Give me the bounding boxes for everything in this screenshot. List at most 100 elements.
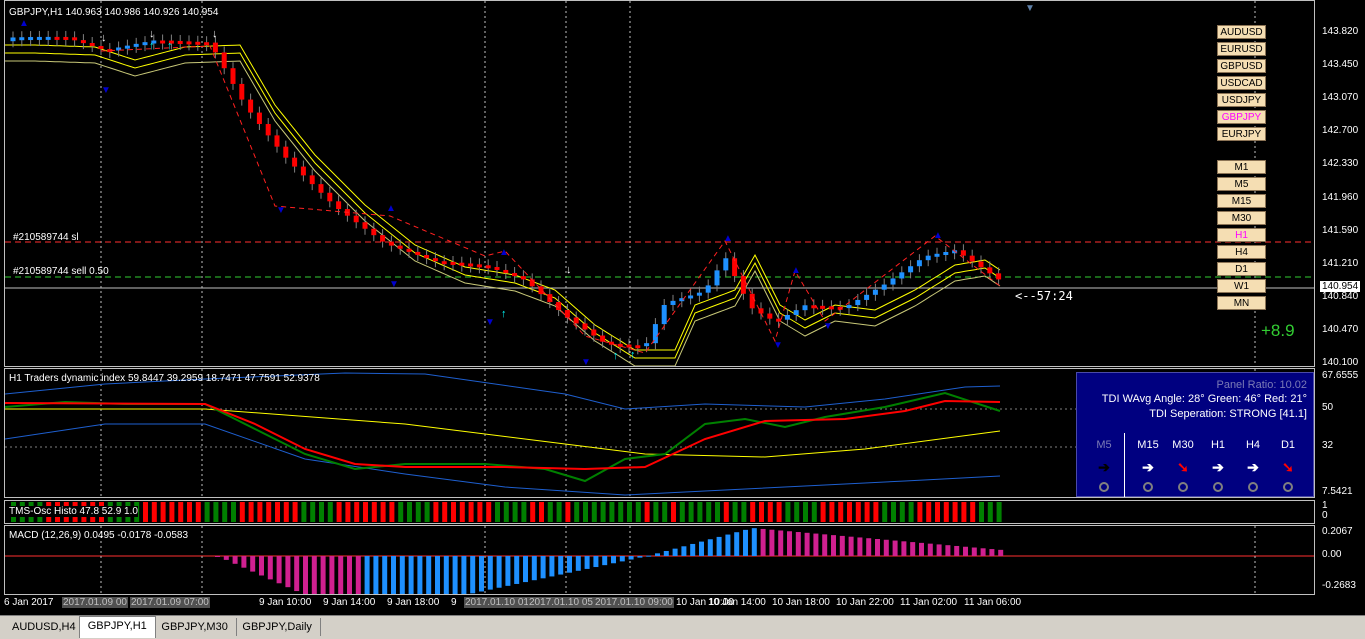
macd-bar [531, 556, 537, 581]
candlestick [494, 260, 500, 276]
timeframe-button-m1[interactable]: M1 [1217, 160, 1266, 174]
macd-bar [505, 556, 511, 586]
candlestick [204, 36, 210, 52]
macd-bar [435, 556, 440, 594]
tms-bar [996, 502, 1002, 522]
timeframe-button-h1[interactable]: H1 [1217, 228, 1266, 242]
axis-tick-label: 7.5421 [1322, 486, 1353, 497]
symbol-button-eurusd[interactable]: EURUSD [1217, 42, 1266, 56]
axis-tick-label: 140.470 [1322, 323, 1359, 335]
tms-bar [451, 502, 456, 522]
candlestick [934, 247, 940, 263]
signal-arrow-icon: ▼ [389, 279, 399, 290]
axis-tick-label: 0 [1322, 510, 1328, 521]
timeframe-button-m30[interactable]: M30 [1217, 211, 1266, 225]
candlestick [80, 34, 86, 50]
time-axis-label: 11 Jan 02:00 [900, 597, 958, 608]
macd-bar [971, 547, 977, 556]
macd-bar [822, 534, 828, 556]
candlestick [28, 31, 34, 47]
tms-bar [811, 502, 817, 522]
chart-tab[interactable]: GBPJPY,Daily [234, 618, 321, 636]
candlestick [98, 39, 104, 56]
macd-bar [259, 556, 264, 576]
tms-bar [882, 502, 888, 522]
candlestick [274, 129, 280, 153]
candlestick [54, 30, 60, 46]
tms-bar [688, 502, 694, 522]
tms-bar [583, 502, 588, 522]
macd-histogram [5, 526, 1314, 594]
macd-bar [751, 528, 757, 556]
tms-bar [222, 502, 228, 522]
macd-bar [628, 556, 634, 560]
candlestick [327, 186, 333, 208]
chart-tab[interactable]: AUDUSD,H4 [4, 618, 85, 636]
chart-tab[interactable]: GBPJPY,M30 [153, 618, 237, 636]
buy-arrow-icon: ↑ [630, 349, 636, 361]
candlestick [828, 300, 834, 316]
axis-tick-label: 0.00 [1322, 549, 1342, 560]
symbol-button-eurjpy[interactable]: EURJPY [1217, 127, 1266, 141]
macd-bar [637, 556, 643, 558]
macd-bar [989, 549, 995, 556]
tms-bar [873, 502, 879, 522]
tms-bar [512, 502, 518, 522]
tdi-status-circle-icon [1248, 482, 1258, 492]
tms-bar [389, 502, 395, 522]
timeframe-button-h4[interactable]: H4 [1217, 245, 1266, 259]
tms-bar [679, 502, 685, 522]
tms-bar [354, 502, 360, 522]
candlestick [432, 252, 438, 268]
symbol-button-gbpusd[interactable]: GBPUSD [1217, 59, 1266, 73]
timeframe-button-d1[interactable]: D1 [1217, 262, 1266, 276]
symbol-button-gbpjpy[interactable]: GBPJPY [1217, 110, 1266, 124]
macd-bar [892, 540, 898, 556]
candlestick [960, 244, 966, 262]
candlestick [652, 318, 658, 350]
tdi-status-circle-icon [1099, 482, 1109, 492]
macd-bar [523, 556, 528, 583]
tms-bar [785, 502, 791, 522]
symbol-button-usdcad[interactable]: USDCAD [1217, 76, 1266, 90]
price-chart[interactable]: ▲▼▼ ▲▼▲▼▼▲▼▲▼▲↑↑ ↑↑↑↓ ↓↓↓▼ [5, 1, 1314, 366]
tms-bar [407, 502, 412, 522]
tdi-direction-arrow-icon: ➔ [1247, 459, 1259, 475]
tms-bar [970, 502, 976, 522]
macd-bar [919, 542, 924, 556]
macd-bar [311, 556, 317, 594]
tms-bar [442, 502, 448, 522]
macd-bar [479, 556, 484, 592]
buy-arrow-icon: ↑ [501, 308, 507, 320]
timeframe-button-m15[interactable]: M15 [1217, 194, 1266, 208]
tms-bar [231, 502, 236, 522]
macd-bar [619, 556, 625, 562]
price-chart-pane[interactable]: ▲ ▼ ▼ ▲ ▼ ▲ ▼ ▼ ▲ ▼ ▲ ▼ ▲ ↑ ↑ ↑ ↑ ↑ ↓ ↓ ↓ ↓ ▼ GBPJPY,H1 140.96… [4, 0, 1315, 367]
macd-bar [276, 556, 282, 584]
tdi-tf-label: M30 [1172, 439, 1194, 451]
candlestick [925, 249, 931, 267]
tdi-title: H1 Traders dynamic index 59.8447 39.2959… [9, 373, 320, 384]
chart-tab[interactable]: GBPJPY,H1 [78, 616, 156, 638]
tdi-direction-arrow-icon: ➘ [1177, 459, 1189, 475]
axis-tick-label: 141.590 [1322, 224, 1359, 236]
timeframe-button-w1[interactable]: W1 [1217, 279, 1266, 293]
candlestick [600, 329, 606, 348]
tdi-tf-label: H1 [1210, 439, 1226, 451]
tms-bar [864, 502, 870, 522]
tms-bar [715, 502, 720, 522]
profit-value: +8.9 [1261, 321, 1295, 340]
axis-tick-label: 143.450 [1322, 59, 1359, 71]
tms-bar [547, 502, 553, 522]
symbol-button-audusd[interactable]: AUDUSD [1217, 25, 1266, 39]
order-label: #210589744 sell 0.50 [13, 266, 109, 277]
candlestick [644, 337, 650, 353]
timeframe-button-m5[interactable]: M5 [1217, 177, 1266, 191]
sell-arrow-icon: ↓ [566, 264, 572, 276]
tms-pane: TMS-Osc Histo 47.8 52.9 1.0 [4, 500, 1315, 524]
timeframe-button-mn[interactable]: MN [1217, 296, 1266, 310]
symbol-button-usdjpy[interactable]: USDJPY [1217, 93, 1266, 107]
tms-bar [847, 502, 852, 522]
signal-arrow-icon: ▼ [823, 321, 833, 332]
